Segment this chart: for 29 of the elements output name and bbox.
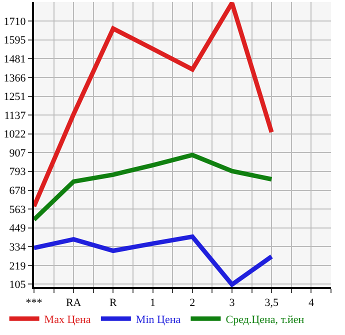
x-tick-label: 4 — [308, 297, 314, 310]
y-tick-label: 1595 — [4, 34, 26, 47]
x-tick-label: R — [110, 297, 118, 310]
y-tick-label: 563 — [9, 204, 26, 216]
x-tick-label: 3,5 — [264, 297, 279, 310]
y-tick-label: 1710 — [4, 16, 26, 28]
legend-label: Сред.Цена, т.йен — [226, 314, 304, 326]
y-tick-label: 334 — [9, 242, 26, 254]
y-tick-label: 793 — [9, 166, 26, 178]
legend-label: Min Цена — [136, 314, 181, 326]
y-tick-label: 907 — [9, 148, 26, 160]
y-tick-label: 678 — [9, 185, 26, 198]
line-series — [34, 2, 274, 209]
y-tick-label: 1366 — [4, 72, 26, 84]
y-tick-label: 105 — [9, 279, 26, 292]
x-tick-label: RA — [66, 297, 82, 310]
x-tick-label: 1 — [150, 297, 156, 310]
y-tick-label: 449 — [9, 222, 26, 235]
y-tick-label: 1137 — [4, 110, 26, 122]
y-tick-label: 1022 — [4, 128, 26, 141]
line-series — [34, 152, 274, 222]
line-series — [34, 234, 274, 287]
y-tick-label: 1251 — [4, 91, 26, 104]
y-tick-label: 219 — [9, 260, 26, 272]
y-tick-label: 1481 — [4, 53, 26, 66]
x-tick-label: *** — [26, 297, 42, 310]
x-tick-label: 2 — [190, 297, 196, 310]
legend-label: Max Цена — [44, 314, 91, 326]
x-tick-label: 3 — [229, 297, 236, 310]
